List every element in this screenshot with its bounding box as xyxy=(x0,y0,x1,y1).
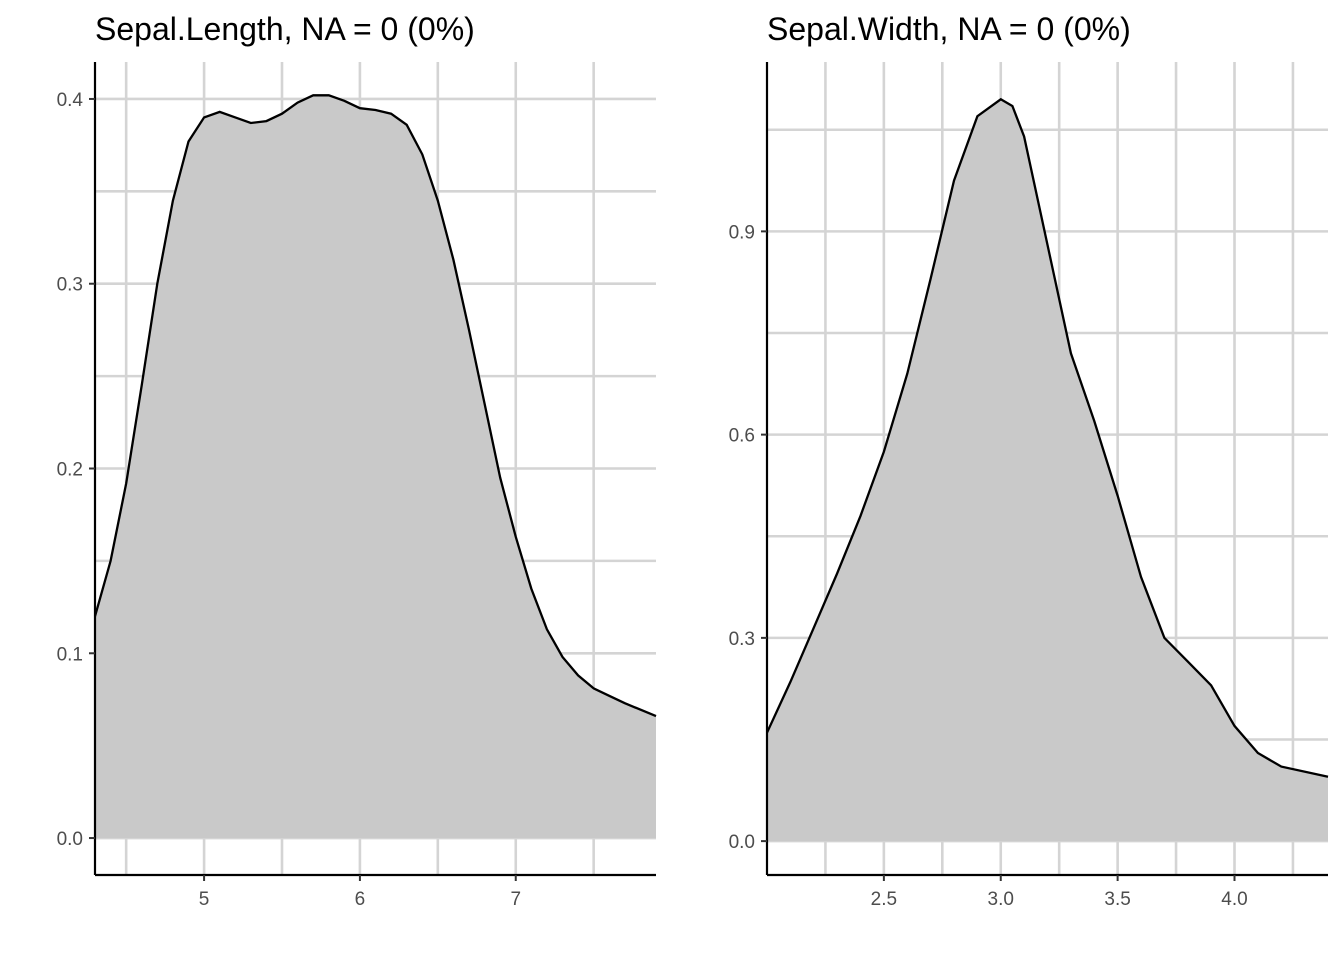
y-tick-label: 0.4 xyxy=(57,90,84,111)
y-tick-label: 0.9 xyxy=(729,222,755,243)
y-tick-label: 0.0 xyxy=(729,832,755,853)
x-tick-label: 6 xyxy=(355,889,366,910)
area-layer xyxy=(93,94,657,839)
x-tick-labels: 5 6 7 xyxy=(199,875,521,910)
density-area xyxy=(95,95,656,839)
density-curve xyxy=(765,97,1329,778)
x-tick-label: 4.0 xyxy=(1221,889,1247,910)
y-tick-label: 0.1 xyxy=(57,644,83,665)
density-area xyxy=(767,99,1328,842)
area-layer xyxy=(765,97,1329,842)
x-tick-label: 3.0 xyxy=(988,889,1014,910)
y-tick-labels: 0.0 0.3 0.6 0.9 xyxy=(729,222,767,853)
x-tick-label: 2.5 xyxy=(871,889,897,910)
x-tick-label: 3.5 xyxy=(1104,889,1130,910)
x-tick-labels: 2.5 3.0 3.5 4.0 xyxy=(871,875,1248,910)
x-tick-label: 7 xyxy=(510,889,521,910)
sepal-length-panel: Sepal.Length, NA = 0 (0%) 0.00.10.20.30.… xyxy=(57,11,657,910)
y-tick-label: 0.2 xyxy=(57,460,83,481)
y-tick-label: 0.3 xyxy=(729,629,755,650)
y-tick-label: 0.3 xyxy=(57,275,83,296)
y-tick-label: 0.0 xyxy=(57,829,83,850)
panel-title: Sepal.Width, NA = 0 (0%) xyxy=(767,11,1131,47)
x-tick-label: 5 xyxy=(199,889,210,910)
y-tick-label: 0.6 xyxy=(729,426,755,447)
panel-title: Sepal.Length, NA = 0 (0%) xyxy=(95,11,475,47)
density-curve xyxy=(93,94,657,718)
sepal-width-panel: Sepal.Width, NA = 0 (0%) 0.0 0.3 0.6 0.9 2.… xyxy=(729,11,1329,910)
y-tick-labels: 0.0 0.1 0.2 0.3 0.4 xyxy=(57,90,95,850)
